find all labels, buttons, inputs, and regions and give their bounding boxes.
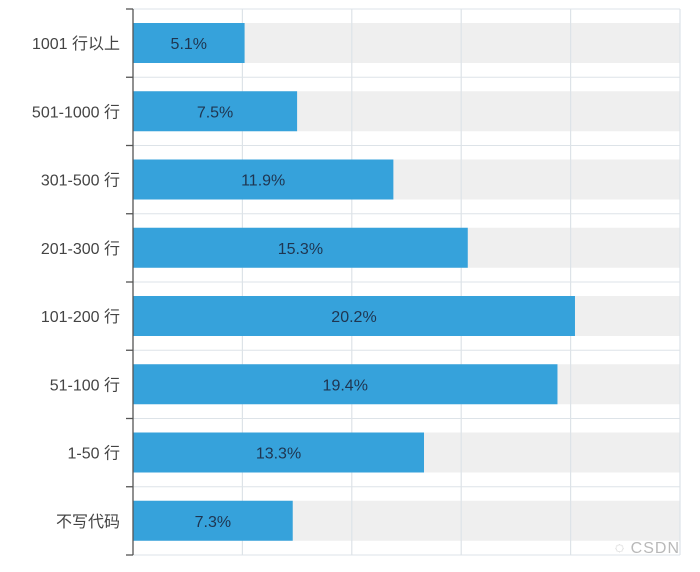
data-label: 5.1% bbox=[171, 36, 207, 53]
category-tick-label: 51-100 行 bbox=[50, 376, 120, 394]
bar bbox=[133, 432, 425, 473]
category-tick-label: 1001 行以上 bbox=[32, 35, 120, 53]
bar bbox=[133, 364, 558, 405]
wechat-icon: ◌ bbox=[614, 540, 631, 557]
data-label: 7.3% bbox=[195, 514, 231, 531]
bar bbox=[133, 500, 293, 541]
data-label: 7.5% bbox=[197, 104, 233, 121]
bar bbox=[133, 159, 394, 200]
bar bbox=[133, 296, 575, 336]
watermark: ◌ CSDN bbox=[615, 540, 680, 558]
data-label: 15.3% bbox=[278, 241, 323, 258]
data-label: 19.4% bbox=[323, 377, 368, 394]
category-tick-label: 101-200 行 bbox=[41, 308, 120, 326]
category-tick-label: 201-300 行 bbox=[41, 240, 120, 258]
watermark-text: CSDN bbox=[630, 540, 680, 557]
category-tick-label: 不写代码 bbox=[56, 513, 120, 531]
category-tick-label: 301-500 行 bbox=[41, 172, 120, 190]
category-tick-label: 1-50 行 bbox=[68, 445, 120, 463]
category-tick-label: 501-1000 行 bbox=[32, 103, 120, 121]
bar bbox=[133, 91, 298, 132]
data-label: 20.2% bbox=[331, 309, 376, 326]
data-label: 11.9% bbox=[241, 173, 285, 190]
bar bbox=[133, 227, 468, 268]
data-label: 13.3% bbox=[256, 446, 301, 463]
bar bbox=[133, 23, 245, 63]
